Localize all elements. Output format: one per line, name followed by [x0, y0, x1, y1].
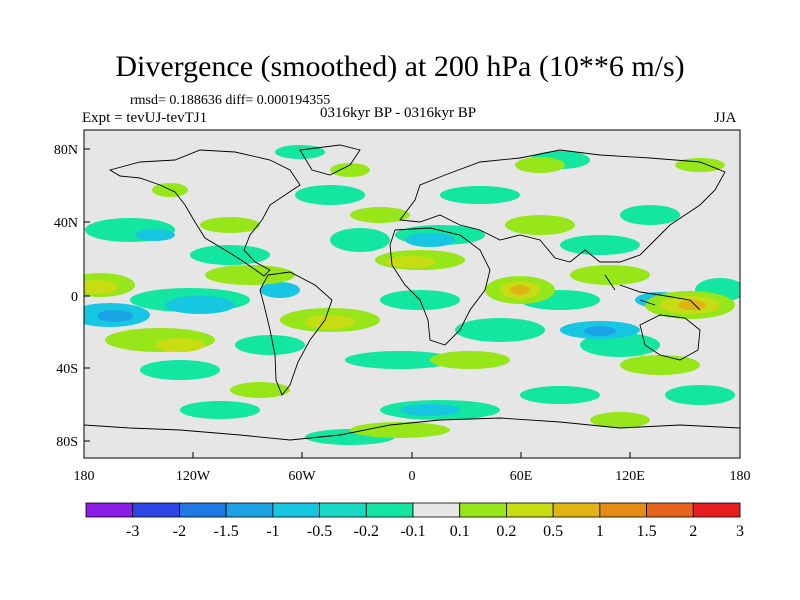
colorbar-swatch: [319, 502, 367, 518]
stats-line: rmsd= 0.188636 diff= 0.000194355: [130, 93, 331, 108]
coastlines: [84, 144, 740, 441]
colorbar-label: 1: [596, 523, 604, 540]
lat-label-80n: 80N: [54, 143, 78, 158]
colorbar-label: -3: [126, 523, 139, 540]
colorbar-swatch: [412, 502, 461, 518]
longitude-axis: 180 120W 60W 0 60E 120E 180: [74, 452, 751, 484]
positive-moderate-regions: [84, 256, 720, 352]
lon-label-180e: 180: [730, 469, 751, 484]
greenland-coastline: [299, 144, 361, 176]
colorbar-swatch: [179, 502, 227, 518]
colorbar-label: -0.2: [354, 523, 379, 540]
lon-label-60w: 60W: [288, 469, 316, 484]
colorbar-label: 1.5: [637, 523, 657, 540]
lon-label-180w: 180: [74, 469, 95, 484]
season-label: JJA: [714, 110, 737, 126]
colorbar-label: -1.5: [213, 523, 238, 540]
colorbar-swatch: [272, 502, 320, 518]
colorbar-swatch: [506, 502, 554, 518]
colorbar-label: 2: [689, 523, 697, 540]
colorbar-swatch: [132, 502, 180, 518]
lon-label-120w: 120W: [176, 469, 211, 484]
colorbar-swatch: [552, 502, 601, 518]
north-america-coastline: [108, 149, 301, 277]
divergence-field: [84, 144, 740, 445]
colorbar-label: -0.1: [400, 523, 425, 540]
colorbar-label: 0.2: [496, 523, 516, 540]
colorbar-label: 0.5: [543, 523, 563, 540]
positive-strong-regions: [510, 285, 706, 310]
africa-coastline: [389, 227, 491, 346]
antarctica-coastline: [84, 417, 740, 441]
lat-label-80s: 80S: [56, 435, 78, 450]
colorbar-swatch: [599, 502, 647, 518]
south-america-coastline: [259, 271, 333, 396]
colorbar-swatch: [225, 502, 274, 518]
lon-label-120e: 120E: [615, 469, 645, 484]
europe-asia-coastline: [399, 149, 726, 263]
lon-label-0: 0: [409, 469, 416, 484]
colorbar: [85, 502, 741, 518]
lat-label-40n: 40N: [54, 216, 78, 231]
colorbar-label: 3: [736, 523, 744, 540]
colorbar-swatch: [365, 502, 414, 518]
period-label: 0316kyr BP - 0316kyr BP: [320, 105, 477, 121]
colorbar-swatch: [692, 502, 741, 518]
colorbar-label: 0.1: [450, 523, 470, 540]
experiment-label: Expt = tevUJ-tevTJ1: [82, 110, 208, 126]
negative-strong-regions: [97, 310, 616, 336]
maritime-continent-coastline: [604, 274, 701, 311]
lat-label-40s: 40S: [56, 362, 78, 377]
latitude-axis: 80N 40N 0 40S 80S: [54, 143, 90, 450]
colorbar-swatch: [85, 502, 134, 518]
colorbar-label: -1: [266, 523, 279, 540]
colorbar-label: -2: [173, 523, 186, 540]
colorbar-swatch: [459, 502, 507, 518]
lon-label-60e: 60E: [510, 469, 533, 484]
colorbar-swatch: [646, 502, 694, 518]
colorbar-label: -0.5: [307, 523, 332, 540]
lat-label-0: 0: [71, 290, 78, 305]
plot-title: Divergence (smoothed) at 200 hPa (10**6 …: [115, 50, 685, 83]
australia-coastline: [639, 314, 701, 361]
colorbar-labels: -3 -2 -1.5 -1 -0.5 -0.2 -0.1 0.1 0.2 0.5 1 1.5 2 3: [126, 523, 744, 540]
